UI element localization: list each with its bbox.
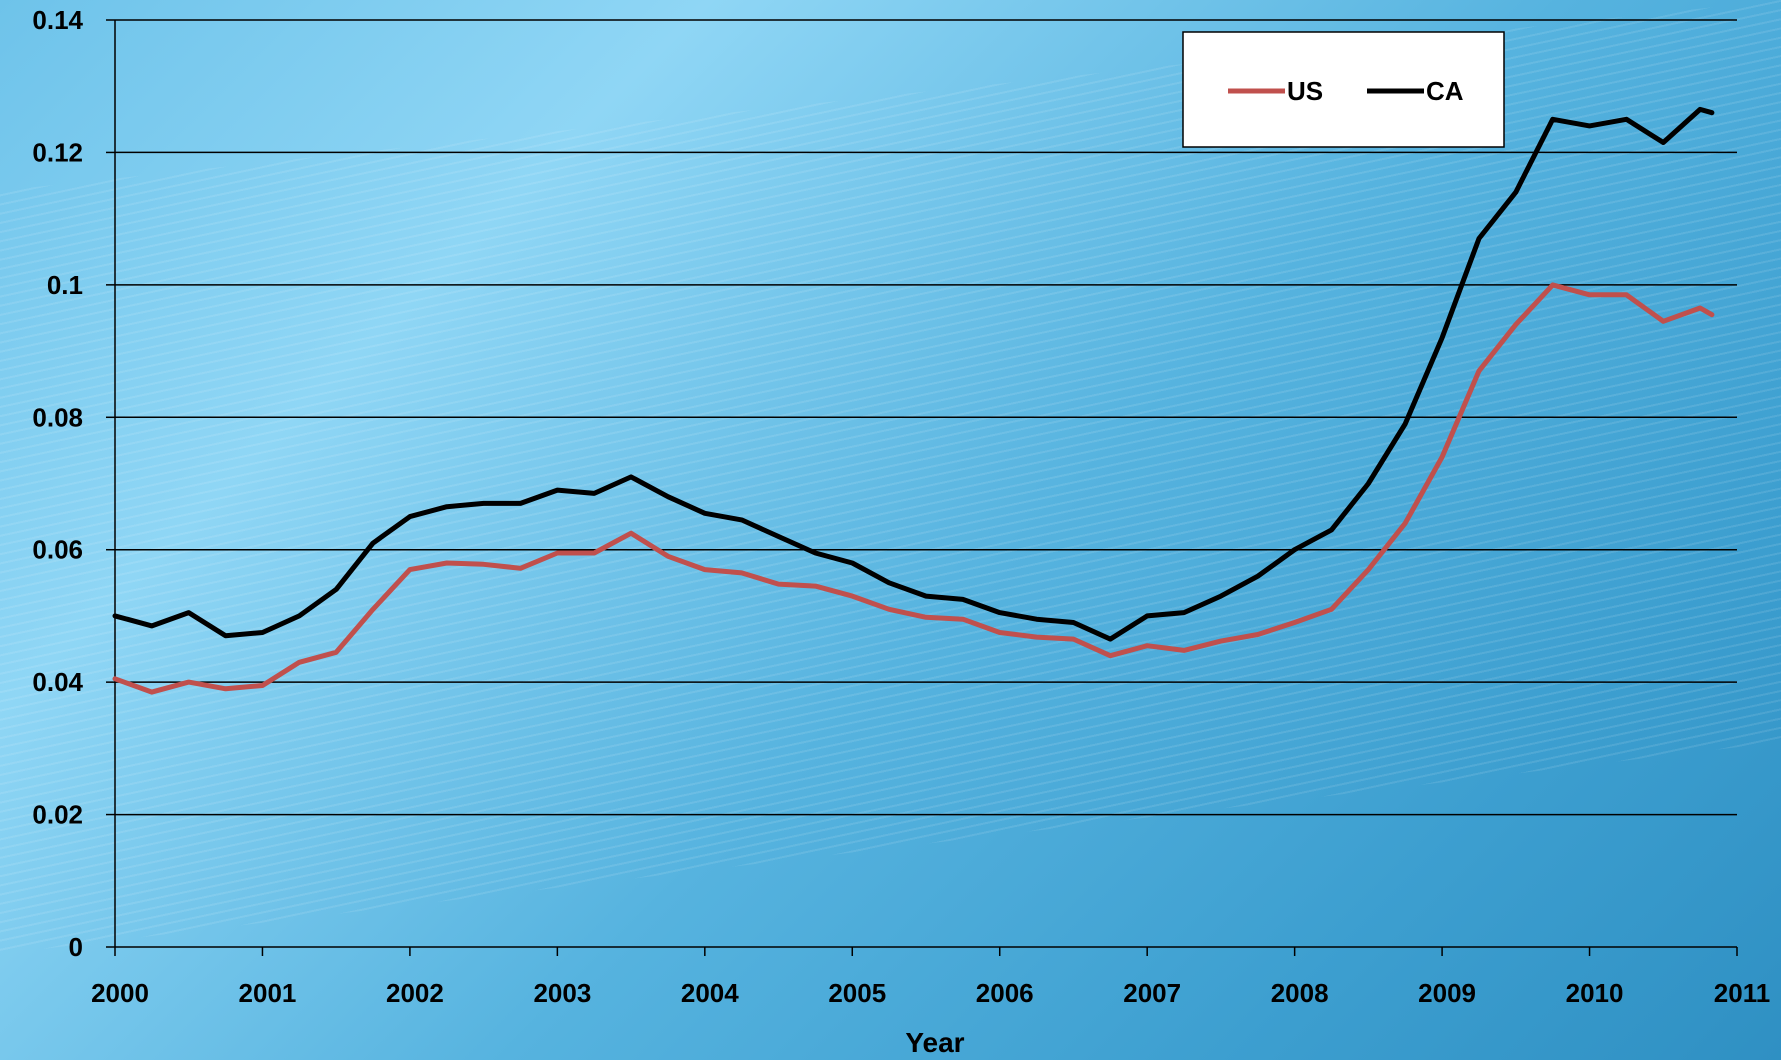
gridlines	[115, 19, 1737, 816]
x-tick-label: 2007	[1123, 978, 1181, 1008]
x-tick-label: 2005	[828, 978, 886, 1008]
y-tick-label: 0.1	[47, 270, 83, 300]
x-tick-label: 2009	[1418, 978, 1476, 1008]
legend-label-us: US	[1287, 76, 1323, 106]
legend-items: US CA	[1228, 76, 1464, 106]
series-line-us	[112, 282, 1715, 695]
x-axis-title: Year	[905, 1027, 964, 1058]
legend-label-ca: CA	[1426, 76, 1464, 106]
x-axis-ticks: 2000 2001 2002 2003 2004 2005 2006 2007 2008 2009…	[91, 947, 1770, 1008]
y-axis-ticks: 0 0.02 0.04 0.06 0.08 0.1 0.12 0.14	[32, 5, 115, 962]
y-tick-label: 0.08	[32, 402, 83, 432]
x-tick-label: 2003	[533, 978, 591, 1008]
y-tick-label: 0	[69, 932, 83, 962]
x-tick-label: 2011	[1714, 978, 1770, 1008]
x-tick-label: 2010	[1566, 978, 1624, 1008]
legend: US CA	[1182, 31, 1505, 148]
y-tick-label: 0.04	[32, 667, 83, 697]
y-tick-label: 0.02	[32, 800, 83, 830]
y-tick-label: 0.12	[32, 137, 83, 167]
x-tick-label: 2002	[386, 978, 444, 1008]
x-tick-label: 2004	[681, 978, 739, 1008]
y-tick-label: 0.06	[32, 535, 83, 565]
y-tick-label: 0.14	[32, 5, 83, 35]
x-tick-label: 2006	[976, 978, 1034, 1008]
x-tick-label: 2000	[91, 978, 149, 1008]
x-tick-label: 2008	[1271, 978, 1329, 1008]
axes	[114, 20, 1737, 948]
series-lines	[112, 106, 1715, 695]
series-line-ca	[112, 106, 1715, 642]
x-tick-label: 2001	[239, 978, 297, 1008]
